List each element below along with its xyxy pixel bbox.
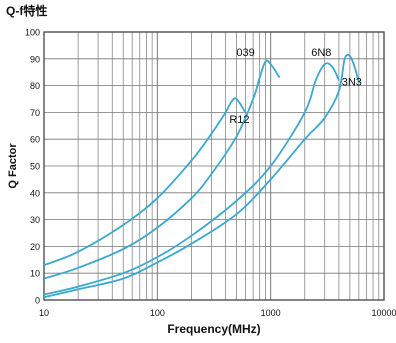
x-tick-label: 100 bbox=[150, 308, 165, 318]
series-label-6n8: 6N8 bbox=[311, 47, 331, 59]
y-tick-label: 10 bbox=[30, 269, 40, 279]
series-label-r12: R12 bbox=[229, 114, 249, 126]
series-line-3n3 bbox=[43, 53, 360, 299]
x-axis-label: Frequency(MHz) bbox=[167, 322, 260, 336]
y-tick-label: 100 bbox=[25, 28, 40, 38]
y-tick-label: 90 bbox=[30, 54, 40, 64]
series-label-039: 039 bbox=[236, 47, 254, 59]
y-tick-label: 80 bbox=[30, 81, 40, 91]
y-tick-label: 60 bbox=[30, 135, 40, 145]
axes: 0 10 20 30 40 50 60 70 80 90 100 10 100 1000 10000 Freq… bbox=[7, 28, 396, 337]
y-axis-label: Q Factor bbox=[7, 143, 19, 189]
chart-title: Q-f特性 bbox=[6, 4, 48, 18]
y-tick-label: 20 bbox=[30, 242, 40, 252]
y-tick-label: 70 bbox=[30, 108, 40, 118]
x-tick-label: 1000 bbox=[261, 308, 281, 318]
labels: R12 039 6N8 3N3 bbox=[229, 47, 362, 126]
y-tick-label: 0 bbox=[35, 296, 40, 306]
series-line-r12 bbox=[43, 97, 247, 267]
series-line-6n8 bbox=[43, 62, 340, 296]
series-line-039 bbox=[43, 59, 281, 280]
grid bbox=[43, 31, 385, 301]
y-tick-label: 40 bbox=[30, 188, 40, 198]
y-tick-label: 30 bbox=[30, 215, 40, 225]
x-tick-label: 10 bbox=[39, 308, 49, 318]
plot-frame bbox=[43, 31, 385, 301]
y-tick-label: 50 bbox=[30, 162, 40, 172]
series-label-3n3: 3N3 bbox=[342, 77, 362, 89]
x-tick-label: 10000 bbox=[371, 308, 396, 318]
series-lines bbox=[43, 53, 360, 299]
